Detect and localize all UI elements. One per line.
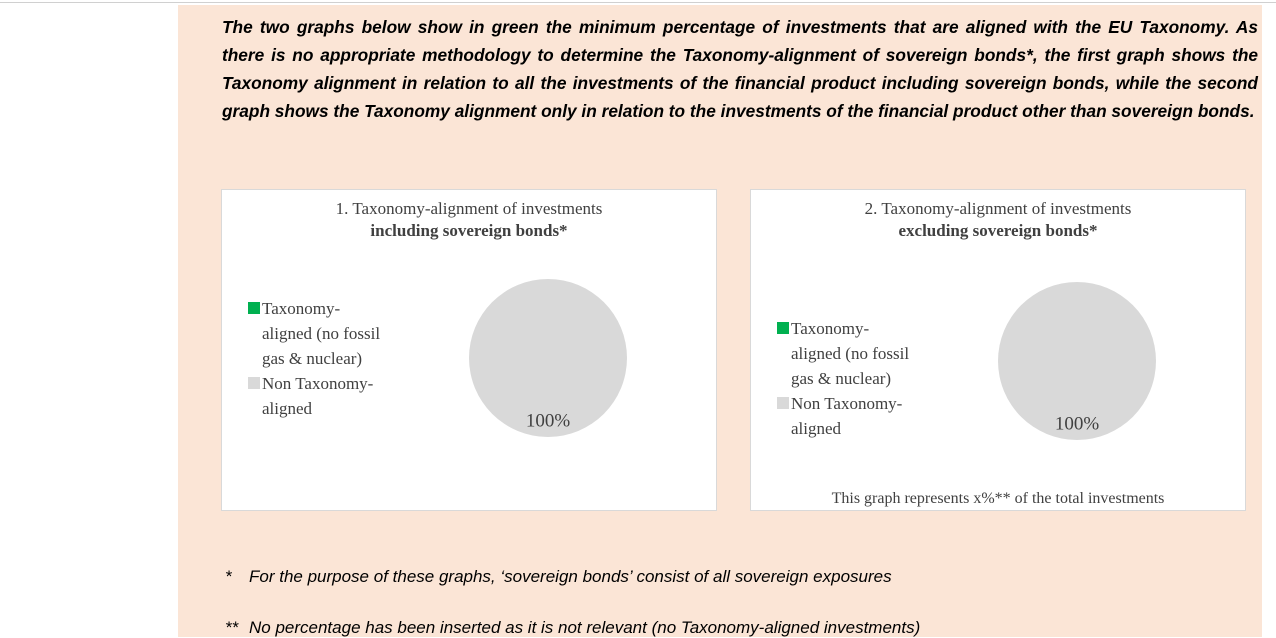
legend-swatch	[248, 377, 260, 389]
intro-text: The two graphs below show in green the m…	[222, 17, 1258, 121]
footnote-text: For the purpose of these graphs, ‘sovere…	[249, 567, 892, 586]
chart-note: This graph represents x%** of the total …	[831, 490, 1165, 507]
legend-label: Non Taxonomy-aligned	[262, 374, 374, 418]
legend: Taxonomy-aligned (no fossil gas & nuclea…	[248, 296, 388, 421]
pie: 100%	[469, 279, 627, 437]
chart: 1. Taxonomy-alignment of investments incl…	[221, 189, 717, 511]
legend-entry: Taxonomy-aligned (no fossil gas & nuclea…	[777, 316, 917, 391]
footnote: * For the purpose of these graphs, ‘sover…	[225, 567, 892, 587]
divider	[0, 2, 1276, 3]
footnote: ** No percentage has been inserted as it …	[225, 618, 920, 638]
legend-swatch	[777, 397, 789, 409]
pie: 100%	[998, 282, 1156, 440]
chart-subtitle: including sovereign bonds*	[370, 221, 568, 240]
chart-subtitle: excluding sovereign bonds*	[898, 221, 1098, 240]
footnote-text: No percentage has been inserted as it is…	[249, 618, 921, 637]
data-label: 100%	[526, 410, 571, 431]
legend: Taxonomy-aligned (no fossil gas & nuclea…	[777, 316, 917, 441]
data-label: 100%	[1055, 413, 1100, 434]
legend-entry: Non Taxonomy-aligned	[248, 371, 388, 421]
chart: 2. Taxonomy-alignment of investments excl…	[750, 189, 1246, 511]
footnote-mark: *	[225, 567, 232, 586]
legend-label: Taxonomy-aligned (no fossil gas & nuclea…	[262, 299, 381, 368]
legend-entry: Non Taxonomy-aligned	[777, 391, 917, 441]
pie-slice	[998, 282, 1156, 440]
legend-entry: Taxonomy-aligned (no fossil gas & nuclea…	[248, 296, 388, 371]
legend-label: Taxonomy-aligned (no fossil gas & nuclea…	[791, 319, 910, 388]
legend-swatch	[248, 302, 260, 314]
legend-label: Non Taxonomy-aligned	[791, 394, 903, 438]
legend-swatch	[777, 322, 789, 334]
pie-slice	[469, 279, 627, 437]
chart-title: 1. Taxonomy-alignment of investments	[335, 199, 603, 218]
chart-title: 2. Taxonomy-alignment of investments	[864, 199, 1132, 218]
footnote-mark: **	[225, 618, 239, 637]
